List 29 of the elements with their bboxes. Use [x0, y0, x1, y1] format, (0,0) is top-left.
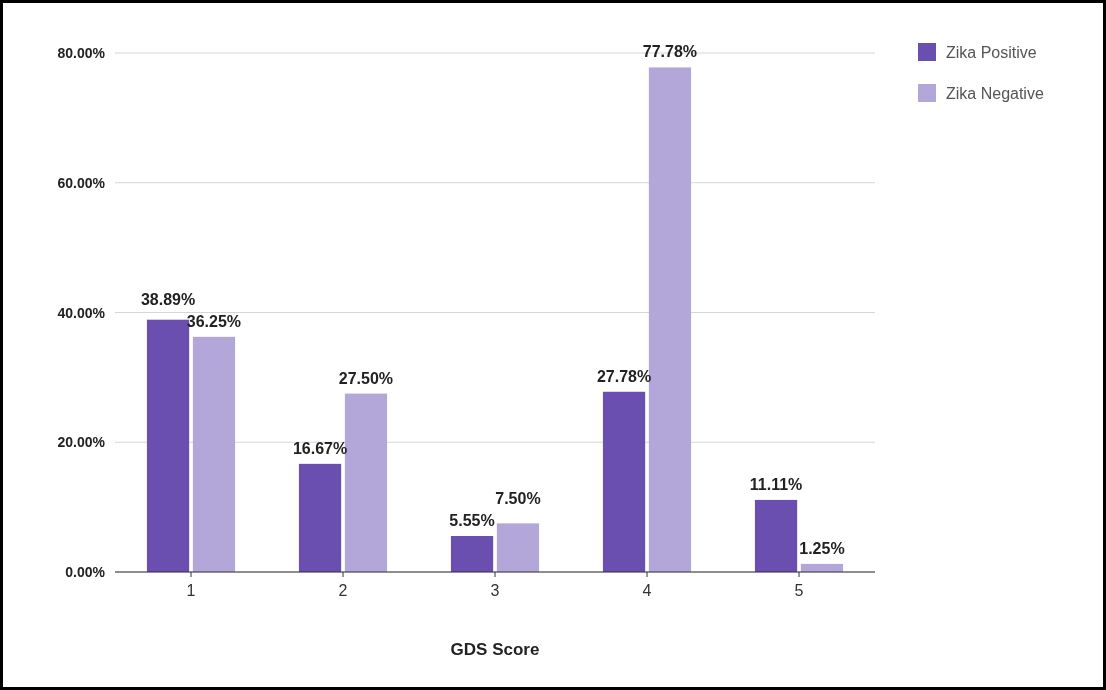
x-axis-title: GDS Score [450, 640, 540, 659]
x-tick-label: 3 [490, 582, 500, 599]
data-label: 36.25% [186, 312, 242, 330]
x-tick-label: 4 [642, 582, 652, 599]
y-tick-label: 20.00% [57, 434, 106, 451]
data-label: 11.11% [749, 475, 803, 493]
legend-label: Zika Positive [946, 44, 1037, 61]
bar [298, 463, 342, 572]
x-tick-label: 2 [338, 582, 348, 599]
y-tick-label: 80.00% [57, 45, 106, 61]
data-label: 77.78% [642, 43, 698, 61]
y-tick-label: 0.00% [65, 564, 106, 580]
y-tick-label: 60.00% [57, 174, 106, 191]
bar [602, 391, 646, 572]
data-label: 7.50% [495, 489, 541, 507]
data-label: 5.55% [449, 511, 495, 529]
legend-label: Zika Negative [946, 85, 1044, 102]
bar [754, 499, 798, 572]
y-tick-label: 40.00% [57, 304, 106, 321]
x-tick-label: 5 [794, 582, 804, 599]
bar [192, 336, 236, 572]
data-label: 27.78% [596, 367, 652, 385]
x-tick-label: 1 [186, 582, 196, 599]
bar [450, 535, 494, 572]
data-label: 16.67% [292, 439, 348, 457]
data-label: 1.25% [799, 539, 845, 557]
bar [496, 523, 540, 572]
data-label: 38.89% [140, 290, 196, 308]
data-label: 27.50% [338, 369, 394, 387]
